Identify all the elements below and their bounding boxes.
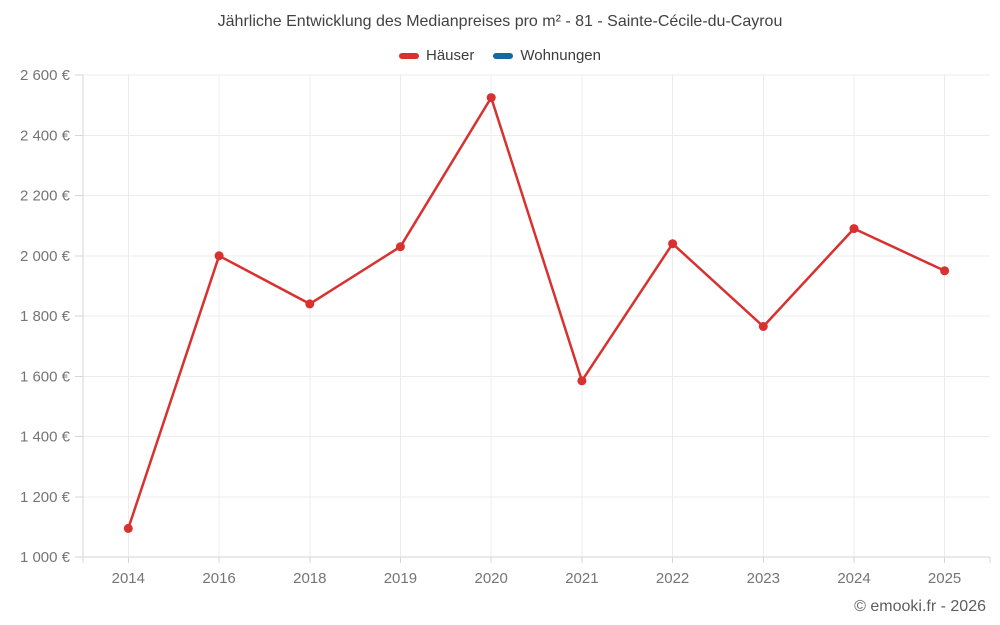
x-tick-label: 2024: [837, 570, 870, 587]
data-point[interactable]: [577, 376, 587, 386]
x-tick-label: 2025: [928, 570, 961, 587]
y-tick-label: 1 400 €: [20, 429, 71, 446]
x-tick-label: 2016: [202, 570, 235, 587]
series-points: [123, 93, 950, 533]
x-tick-label: 2020: [475, 570, 508, 587]
x-tick-label: 2021: [565, 570, 598, 587]
haeuser-legend-label: Häuser: [426, 47, 475, 64]
chart-title: Jährliche Entwicklung des Medianpreises …: [217, 13, 783, 30]
y-axis-labels: 1 000 € 1 200 € 1 400 € 1 600 € 1 800 € 2 000…: [20, 67, 71, 566]
x-tick-label: 2022: [656, 570, 689, 587]
data-point[interactable]: [395, 242, 405, 252]
data-point[interactable]: [668, 239, 678, 249]
legend-item-wohnungen[interactable]: Wohnungen: [493, 47, 601, 64]
data-point[interactable]: [486, 93, 496, 103]
y-tick-label: 1 600 €: [20, 368, 71, 385]
x-axis-labels: 2014 2016 2018 2019 2020 2021 2022 2023 2024 2025: [112, 570, 962, 587]
y-tick-label: 1 200 €: [20, 489, 71, 506]
x-tick-label: 2018: [293, 570, 326, 587]
y-tick-label: 1 800 €: [20, 308, 71, 325]
wohnungen-legend-label: Wohnungen: [520, 47, 601, 64]
y-tick-label: 2 200 €: [20, 188, 71, 205]
data-point[interactable]: [758, 322, 768, 331]
wohnungen-legend-swatch: [493, 52, 514, 59]
data-point[interactable]: [305, 299, 315, 309]
data-point[interactable]: [940, 266, 950, 276]
y-tick-label: 1 000 €: [20, 549, 71, 566]
y-tick-label: 2 400 €: [20, 127, 71, 144]
x-tick-label: 2019: [384, 570, 417, 587]
data-point[interactable]: [849, 224, 859, 234]
series-line: [127, 96, 946, 530]
y-tick-label: 2 000 €: [20, 248, 71, 265]
legend-item-haeuser[interactable]: Häuser: [399, 47, 474, 64]
haeuser-legend-swatch: [399, 52, 419, 59]
y-gridlines: [83, 74, 990, 498]
x-tick-label: 2014: [112, 570, 145, 587]
axes: [75, 74, 991, 563]
y-tick-label: 2 600 €: [20, 67, 71, 84]
x-tick-label: 2023: [747, 570, 780, 587]
legend: Häuser Wohnungen: [0, 47, 1000, 64]
data-point[interactable]: [123, 523, 133, 533]
data-point[interactable]: [214, 251, 224, 261]
copyright: © emooki.fr - 2026: [854, 598, 986, 615]
